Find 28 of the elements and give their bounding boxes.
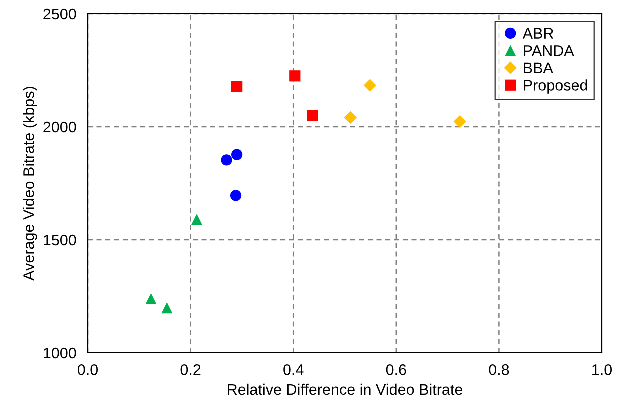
legend-label: Proposed [524, 80, 588, 94]
point [290, 70, 301, 82]
x-tick-label: 0.4 [284, 364, 304, 376]
point [307, 110, 318, 122]
x-axis-title: Relative Difference in Video Bitrate [228, 384, 463, 396]
legend-label: ABR [522, 28, 554, 39]
point [232, 149, 243, 160]
point [221, 154, 232, 166]
y-tick-label: 1500 [44, 234, 76, 246]
legend-label: BBA [524, 62, 554, 74]
y-tick-label: 2000 [44, 122, 76, 133]
x-tick-label: 1.0 [592, 364, 612, 376]
x-tick-label: 0.6 [386, 364, 406, 376]
point [191, 214, 203, 226]
legend-label: PANDA [524, 46, 574, 56]
point [344, 111, 358, 124]
point [230, 190, 242, 202]
y-tick-label: 2500 [44, 8, 76, 20]
y-tick-label: 1000 [44, 348, 76, 359]
point [146, 293, 157, 305]
point [232, 80, 243, 92]
x-tick-label: 0.2 [180, 364, 201, 376]
point [454, 115, 467, 128]
x-tick-label: 0.8 [489, 364, 510, 376]
y-axis-title: Average Video Bitrate (kbps) [23, 87, 38, 281]
x-tick-label: 0.0 [78, 364, 98, 376]
point [364, 79, 377, 92]
point [162, 302, 173, 314]
